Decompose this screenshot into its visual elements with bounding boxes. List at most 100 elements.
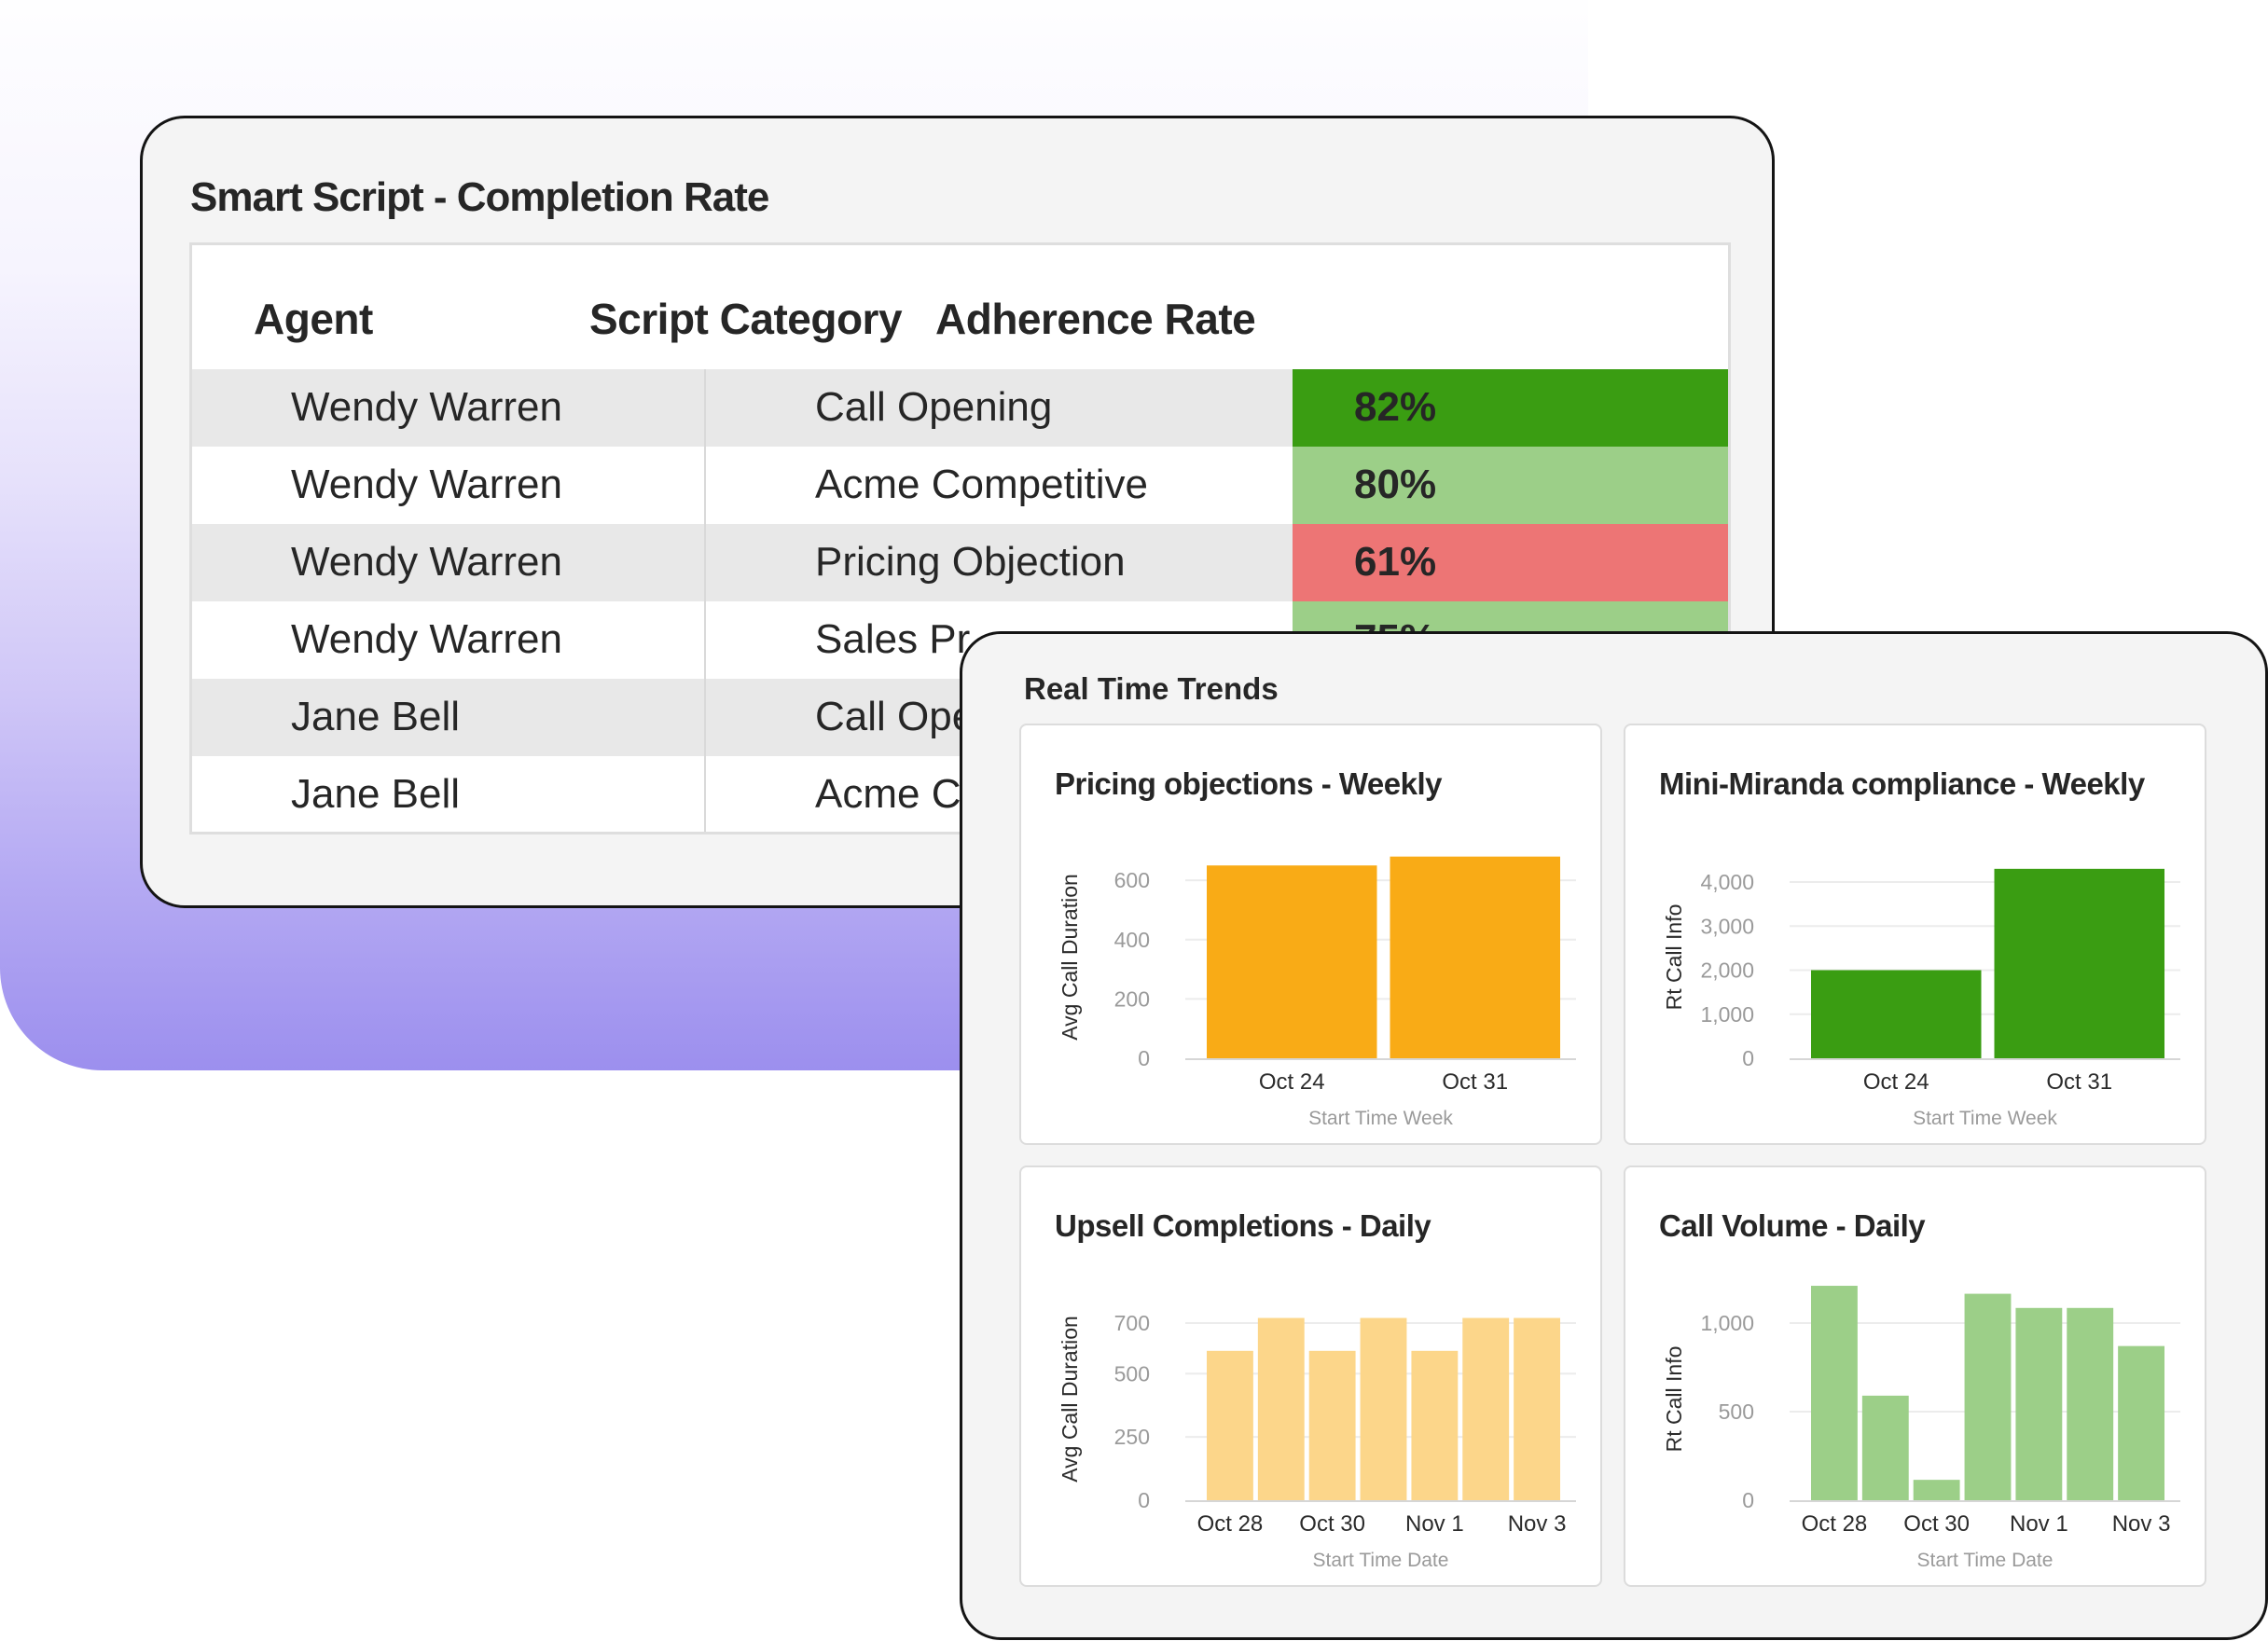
y-tick-label: 500 (1719, 1400, 1754, 1424)
agent-cell-text: Jane Bell (291, 694, 461, 739)
x-tick-label: Oct 31 (2046, 1069, 2112, 1095)
y-axis-title: Rt Call Info (1662, 904, 1686, 1011)
script-category-cell-text: Call Opening (815, 384, 1053, 430)
bar-oct-24 (1811, 970, 1982, 1058)
chart-card-pricing-objections[interactable]: Pricing objections - Weekly 0 200 400 600 Oc… (1019, 724, 1602, 1145)
y-tick-label: 500 (1114, 1361, 1150, 1386)
y-tick-label: 4,000 (1700, 870, 1754, 894)
adherence-rate-cell: 82% (1293, 369, 1728, 447)
bar-oct-29 (1861, 1395, 1909, 1500)
adherence-rate-cell-text: 82% (1354, 384, 1437, 430)
bar-nov-2 (2067, 1307, 2114, 1500)
y-tick-label: 0 (1742, 1046, 1754, 1070)
y-axis-title: Avg Call Duration (1058, 1316, 1082, 1482)
y-tick-label: 3,000 (1700, 914, 1754, 938)
adherence-rate-cell: 80% (1293, 447, 1728, 524)
y-tick-label: 700 (1114, 1311, 1150, 1335)
chart-card-mini-miranda[interactable]: Mini-Miranda compliance - Weekly 0 1,000 2… (1624, 724, 2206, 1145)
x-axis-title: Start Time Week (1913, 1108, 2057, 1129)
script-category-cell-text: Acme Competitive (815, 462, 1149, 507)
table-row[interactable]: Wendy Warren Acme Competitive 80% (192, 447, 1728, 524)
chart-card-upsell-completions[interactable]: Upsell Completions - Daily 0 250 500 700 Oct… (1019, 1165, 1602, 1587)
column-header-agent[interactable]: Agent (254, 295, 373, 343)
y-tick-label: 0 (1138, 1488, 1150, 1512)
agent-cell-text: Wendy Warren (291, 462, 562, 507)
column-header-script-category[interactable]: Script Category (589, 295, 903, 343)
agent-cell-text: Jane Bell (291, 771, 461, 817)
y-tick-label: 0 (1742, 1488, 1754, 1512)
bar-nov-3 (1514, 1317, 1560, 1500)
bar-nov-3 (2118, 1345, 2164, 1500)
x-axis-title: Start Time Date (1917, 1550, 2054, 1571)
completion-rate-title: Smart Script - Completion Rate (190, 174, 769, 220)
x-tick-label: Oct 24 (1863, 1069, 1929, 1095)
adherence-rate-cell-text: 61% (1354, 539, 1437, 585)
chart-mini-miranda: 0 1,000 2,000 3,000 4,000 Oct 24 Oct 31 Start T… (1662, 868, 2180, 1129)
script-category-cell-text: Call Ope (815, 694, 975, 739)
y-tick-label: 200 (1114, 986, 1150, 1011)
x-tick-label: Nov 3 (1508, 1511, 1567, 1537)
real-time-trends-panel: Real Time Trends Pricing objections - We… (960, 631, 2268, 1640)
y-tick-label: 400 (1114, 928, 1150, 952)
y-axis-title: Rt Call Info (1662, 1346, 1686, 1453)
agent-cell-text: Wendy Warren (291, 616, 562, 662)
bar-oct-31 (1360, 1317, 1407, 1500)
y-tick-label: 0 (1138, 1046, 1150, 1070)
agent-cell: Wendy Warren (192, 369, 706, 447)
table-row[interactable]: Wendy Warren Pricing Objection 61% (192, 524, 1728, 601)
x-tick-label: Oct 30 (1299, 1511, 1365, 1537)
y-tick-label: 600 (1114, 868, 1150, 892)
bar-oct-24 (1207, 865, 1377, 1058)
chart-title: Pricing objections - Weekly (1055, 766, 1443, 801)
table-row[interactable]: Wendy Warren Call Opening 82% (192, 369, 1728, 447)
agent-cell: Wendy Warren (192, 601, 706, 679)
x-tick-label: Nov 3 (2112, 1511, 2171, 1537)
agent-cell: Jane Bell (192, 679, 706, 756)
chart-title: Mini-Miranda compliance - Weekly (1659, 766, 2145, 801)
agent-cell: Jane Bell (192, 756, 706, 832)
agent-cell-text: Wendy Warren (291, 539, 562, 585)
agent-cell-text: Wendy Warren (291, 384, 562, 430)
column-header-adherence-rate[interactable]: Adherence Rate (935, 295, 1256, 343)
x-tick-label: Nov 1 (1405, 1511, 1464, 1537)
table-header: Agent Script Category Adherence Rate (192, 245, 1728, 369)
bar-oct-31 (1964, 1293, 2012, 1500)
script-category-cell: Call Opening (706, 369, 1293, 447)
chart-title: Upsell Completions - Daily (1055, 1208, 1431, 1243)
x-tick-label: Oct 31 (1442, 1069, 1508, 1095)
y-tick-label: 2,000 (1700, 958, 1754, 983)
x-tick-label: Oct 28 (1197, 1511, 1264, 1537)
script-category-cell-text: Pricing Objection (815, 539, 1126, 585)
bar-oct-31 (1390, 856, 1560, 1058)
bar-nov-1 (1411, 1350, 1459, 1500)
script-category-cell: Pricing Objection (706, 524, 1293, 601)
bar-nov-1 (2015, 1307, 2063, 1500)
chart-title: Call Volume - Daily (1659, 1208, 1926, 1243)
x-tick-label: Oct 28 (1802, 1511, 1868, 1537)
x-tick-label: Nov 1 (2010, 1511, 2068, 1537)
agent-cell: Wendy Warren (192, 447, 706, 524)
real-time-trends-title: Real Time Trends (1024, 671, 1279, 706)
script-category-cell: Acme Competitive (706, 447, 1293, 524)
chart-call-volume: 0 500 1,000 Oct 28 Oct 30 Nov 1 Nov 3 Start Tim… (1662, 1286, 2180, 1571)
x-axis-title: Start Time Date (1313, 1550, 1449, 1571)
adherence-rate-cell-text: 80% (1354, 462, 1437, 507)
chart-card-call-volume[interactable]: Call Volume - Daily 0 500 1,000 Oct 28 Oct 3… (1624, 1165, 2206, 1587)
y-axis-title: Avg Call Duration (1058, 874, 1082, 1041)
y-tick-label: 1,000 (1700, 1002, 1754, 1027)
y-tick-label: 1,000 (1700, 1311, 1754, 1335)
adherence-rate-cell: 61% (1293, 524, 1728, 601)
script-category-cell-text: Sales Pr (815, 616, 971, 662)
bar-nov-2 (1462, 1317, 1510, 1500)
script-category-cell-text: Acme C (815, 771, 961, 817)
bar-oct-30 (1913, 1480, 1960, 1500)
agent-cell: Wendy Warren (192, 524, 706, 601)
x-axis-title: Start Time Week (1308, 1108, 1453, 1129)
chart-upsell-completions: 0 250 500 700 Oct 28 Oct 30 Nov 1 Nov 3 Start Ti… (1058, 1311, 1576, 1571)
x-tick-label: Oct 30 (1903, 1511, 1970, 1537)
bar-oct-30 (1308, 1350, 1356, 1500)
x-tick-label: Oct 24 (1259, 1069, 1325, 1095)
y-tick-label: 250 (1114, 1425, 1150, 1449)
bar-oct-31 (1994, 868, 2164, 1058)
chart-pricing-objections: 0 200 400 600 Oct 24 Oct 31 Start Time Week Avg… (1058, 856, 1576, 1129)
